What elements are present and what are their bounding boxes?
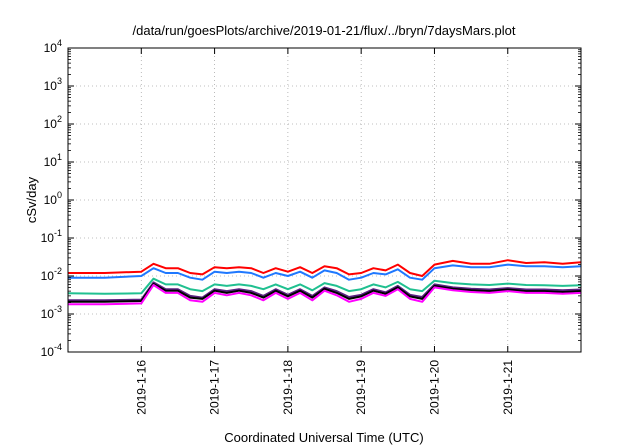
y-tick-label: 101 <box>44 152 62 169</box>
chart-title: /data/run/goesPlots/archive/2019-01-21/f… <box>133 23 516 38</box>
x-tick-label: 2019-1-16 <box>134 360 148 415</box>
y-axis-label: cSv/day <box>24 176 39 223</box>
series-line-4 <box>68 281 582 302</box>
y-tick-label: 10-2 <box>41 266 62 283</box>
y-tick-label: 100 <box>44 190 62 207</box>
y-tick-label: 103 <box>44 76 62 93</box>
y-tick-label: 10-1 <box>41 228 62 245</box>
x-tick-label: 2019-1-20 <box>427 360 441 415</box>
y-tick-label: 10-4 <box>41 342 62 359</box>
x-axis-label: Coordinated Universal Time (UTC) <box>224 430 423 445</box>
y-tick-label: 10-3 <box>41 304 62 321</box>
series-group <box>67 259 582 306</box>
series-line-5 <box>68 282 582 303</box>
series-line-6 <box>68 284 582 306</box>
y-tick-label: 104 <box>44 38 62 55</box>
x-tick-label: 2019-1-17 <box>208 360 222 415</box>
series-line-2 <box>68 263 582 281</box>
y-tick-label: 102 <box>44 114 62 131</box>
series-line-1 <box>68 259 582 277</box>
series-line-3 <box>67 277 582 295</box>
x-tick-label: 2019-1-21 <box>501 360 515 415</box>
x-tick-label: 2019-1-18 <box>281 360 295 415</box>
x-tick-label: 2019-1-19 <box>354 360 368 415</box>
y-axis: 104 103 102 101 100 10-1 10-2 10-3 10-4 <box>41 38 581 359</box>
x-axis: 2019-1-16 2019-1-17 2019-1-18 2019-1-19 2019… <box>134 48 515 415</box>
grid <box>68 48 581 352</box>
